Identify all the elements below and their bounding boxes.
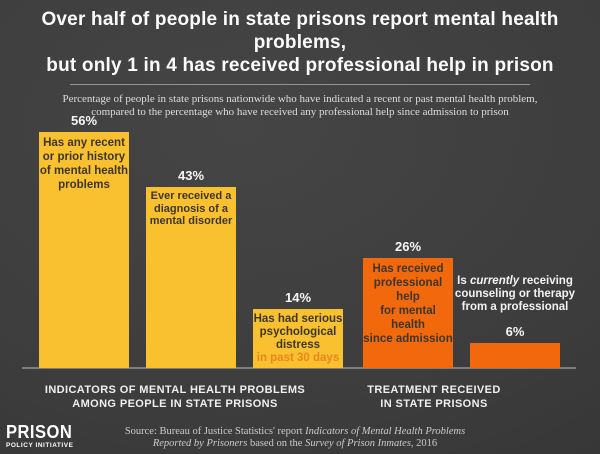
group2-line2: IN STATE PRISONS <box>380 397 488 410</box>
source-citation: Source: Bureau of Justice Statistics' re… <box>90 426 500 450</box>
bar-outside-label: Is currently receiving counseling or ther… <box>454 275 576 313</box>
chart-title: Over half of people in state prisons rep… <box>0 8 600 77</box>
logo-word-policy-initiative: POLICY INITIATIVE <box>6 442 74 449</box>
source-line2: Reported by Prisoners based on the Surve… <box>152 438 438 449</box>
bar-5: Is currently receiving counseling or ther… <box>455 275 575 368</box>
group2-line1: TREATMENT RECEIVED <box>367 384 501 396</box>
bar-inner-label: Has received professional help for mental … <box>363 263 453 345</box>
prison-policy-initiative-logo: PRISON POLICY INITIATIVE <box>6 422 78 449</box>
bar-rect: Has any recent or prior history of mental … <box>39 132 129 368</box>
bar-rect: Has had serious psychological distress in p… <box>253 309 343 368</box>
chart-subtitle-line2: compared to the percentage who have rece… <box>91 106 509 118</box>
bar-value-label: 43% <box>177 168 205 183</box>
bar-value-label: 56% <box>70 113 98 128</box>
bar-value-label: 26% <box>394 239 422 254</box>
group1-line2: AMONG PEOPLE IN STATE PRISONS <box>72 397 278 410</box>
axis-group-label-treatment: TREATMENT RECEIVED IN STATE PRISONS <box>328 384 540 411</box>
bar-value-label: 6% <box>505 324 525 339</box>
axis-group-label-indicators: INDICATORS OF MENTAL HEALTH PROBLEMS AMO… <box>30 384 320 411</box>
header: Over half of people in state prisons rep… <box>0 8 600 119</box>
title-divider <box>70 84 530 85</box>
chart-subtitle-line1: Percentage of people in state prisons na… <box>62 93 538 105</box>
logo-word-prison: PRISON <box>6 422 73 442</box>
bar-inner-label: Ever received a diagnosis of a mental diso… <box>149 190 233 227</box>
chart-title-line1: Over half of people in state prisons rep… <box>41 9 559 53</box>
group1-line1: INDICATORS OF MENTAL HEALTH PROBLEMS <box>44 384 306 396</box>
bar-rect: Has received professional help for mental … <box>363 258 453 368</box>
bar-2: 43% Ever received a diagnosis of a mental d… <box>146 168 236 368</box>
bar-rect <box>470 343 560 368</box>
chart-title-line2: but only 1 in 4 has received professiona… <box>46 55 554 76</box>
bar-1: 56% Has any recent or prior history of ment… <box>39 113 129 368</box>
source-line1: Source: Bureau of Justice Statistics' re… <box>124 426 466 437</box>
bar-3: 14% Has had serious psychological distress i… <box>253 290 343 368</box>
bar-4: 26% Has received professional help for ment… <box>363 239 453 368</box>
chart-subtitle: Percentage of people in state prisons na… <box>0 93 600 119</box>
bar-value-label: 14% <box>284 290 312 305</box>
bar-rect: Ever received a diagnosis of a mental diso… <box>146 187 236 368</box>
x-axis-line <box>22 367 576 369</box>
bar-inner-label: Has had serious psychological distress in p… <box>253 313 343 364</box>
bar-inner-sublabel: in past 30 days <box>256 352 340 364</box>
bar-inner-label: Has any recent or prior history of mental … <box>39 137 129 191</box>
